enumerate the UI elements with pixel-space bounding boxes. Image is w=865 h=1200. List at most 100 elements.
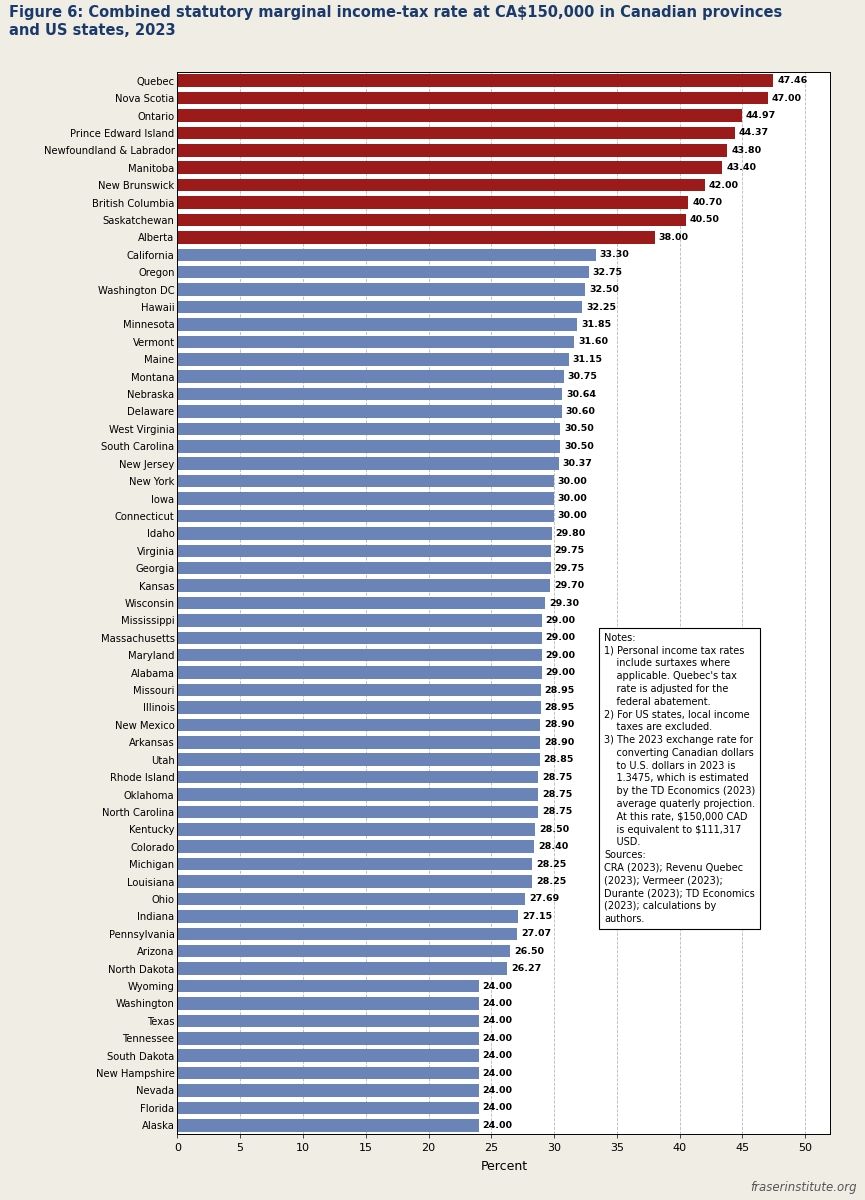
Bar [177, 545, 551, 557]
Text: 43.80: 43.80 [731, 146, 761, 155]
Text: 24.00: 24.00 [483, 1121, 512, 1129]
Bar [177, 527, 552, 540]
Bar [177, 266, 589, 278]
Text: 28.90: 28.90 [544, 738, 574, 746]
Bar [177, 301, 582, 313]
Text: 30.50: 30.50 [564, 425, 594, 433]
Text: 30.00: 30.00 [558, 511, 587, 521]
Bar [177, 858, 532, 870]
Text: 28.25: 28.25 [536, 859, 566, 869]
Bar [177, 1014, 478, 1027]
Text: 28.75: 28.75 [542, 790, 573, 799]
X-axis label: Percent: Percent [480, 1160, 528, 1172]
Bar [177, 162, 722, 174]
Bar [177, 701, 541, 714]
Bar [177, 944, 510, 958]
Text: 32.75: 32.75 [593, 268, 623, 277]
Bar [177, 997, 478, 1009]
Text: 28.75: 28.75 [542, 808, 573, 816]
Text: Figure 6: Combined statutory marginal income-tax rate at CA$150,000 in Canadian : Figure 6: Combined statutory marginal in… [9, 5, 782, 38]
Bar [177, 770, 538, 784]
Text: 24.00: 24.00 [483, 1051, 512, 1060]
Text: 29.30: 29.30 [549, 599, 579, 607]
Text: fraserinstitute.org: fraserinstitute.org [750, 1181, 856, 1194]
Text: 31.60: 31.60 [578, 337, 608, 347]
Bar [177, 840, 534, 853]
Text: 47.46: 47.46 [777, 77, 807, 85]
Bar [177, 92, 767, 104]
Text: 28.95: 28.95 [545, 685, 575, 695]
Text: 24.00: 24.00 [483, 1086, 512, 1094]
Text: 31.15: 31.15 [573, 355, 602, 364]
Text: 44.97: 44.97 [746, 112, 776, 120]
Bar [177, 127, 734, 139]
Bar [177, 109, 742, 121]
Bar [177, 179, 705, 192]
Text: 32.50: 32.50 [589, 286, 619, 294]
Bar [177, 232, 655, 244]
Text: 29.00: 29.00 [545, 650, 575, 660]
Text: 29.00: 29.00 [545, 616, 575, 625]
Bar [177, 336, 574, 348]
Bar [177, 440, 561, 452]
Bar [177, 910, 518, 923]
Text: 28.95: 28.95 [545, 703, 575, 712]
Text: 29.00: 29.00 [545, 634, 575, 642]
Bar [177, 422, 561, 436]
Text: 24.00: 24.00 [483, 1033, 512, 1043]
Text: 28.25: 28.25 [536, 877, 566, 886]
Bar [177, 1120, 478, 1132]
Bar [177, 318, 577, 331]
Bar [177, 562, 551, 575]
Bar [177, 457, 559, 470]
Text: 33.30: 33.30 [599, 251, 629, 259]
Text: 47.00: 47.00 [772, 94, 801, 103]
Text: 42.00: 42.00 [708, 181, 739, 190]
Bar [177, 631, 541, 644]
Text: 26.50: 26.50 [514, 947, 544, 955]
Bar [177, 492, 554, 505]
Text: 24.00: 24.00 [483, 1016, 512, 1025]
Text: 30.00: 30.00 [558, 494, 587, 503]
Bar [177, 1049, 478, 1062]
Bar [177, 1102, 478, 1114]
Text: 28.50: 28.50 [539, 824, 569, 834]
Bar [177, 875, 532, 888]
Bar [177, 283, 586, 296]
Bar [177, 580, 550, 592]
Text: 29.00: 29.00 [545, 668, 575, 677]
Text: 30.50: 30.50 [564, 442, 594, 451]
Bar [177, 666, 541, 679]
Text: 44.37: 44.37 [739, 128, 768, 138]
Bar [177, 719, 541, 731]
Text: 29.80: 29.80 [555, 529, 586, 538]
Text: 29.70: 29.70 [554, 581, 584, 590]
Bar [177, 788, 538, 800]
Text: 27.07: 27.07 [521, 929, 551, 938]
Text: 30.75: 30.75 [567, 372, 597, 382]
Text: 38.00: 38.00 [658, 233, 689, 242]
Text: 30.64: 30.64 [566, 390, 596, 398]
Text: 30.00: 30.00 [558, 476, 587, 486]
Bar [177, 1067, 478, 1079]
Bar [177, 893, 525, 905]
Text: 29.75: 29.75 [554, 564, 585, 572]
Bar [177, 962, 507, 974]
Text: 43.40: 43.40 [726, 163, 756, 173]
Text: 29.75: 29.75 [554, 546, 585, 556]
Text: 24.00: 24.00 [483, 1068, 512, 1078]
Text: 28.75: 28.75 [542, 773, 573, 781]
Bar [177, 649, 541, 661]
Bar [177, 928, 517, 940]
Bar [177, 406, 561, 418]
Bar [177, 197, 689, 209]
Bar [177, 684, 541, 696]
Text: 27.69: 27.69 [529, 894, 559, 904]
Text: 24.00: 24.00 [483, 1103, 512, 1112]
Text: 24.00: 24.00 [483, 982, 512, 990]
Text: 28.90: 28.90 [544, 720, 574, 730]
Text: 27.15: 27.15 [522, 912, 552, 920]
Bar [177, 248, 595, 262]
Text: 28.85: 28.85 [543, 755, 573, 764]
Bar [177, 805, 538, 818]
